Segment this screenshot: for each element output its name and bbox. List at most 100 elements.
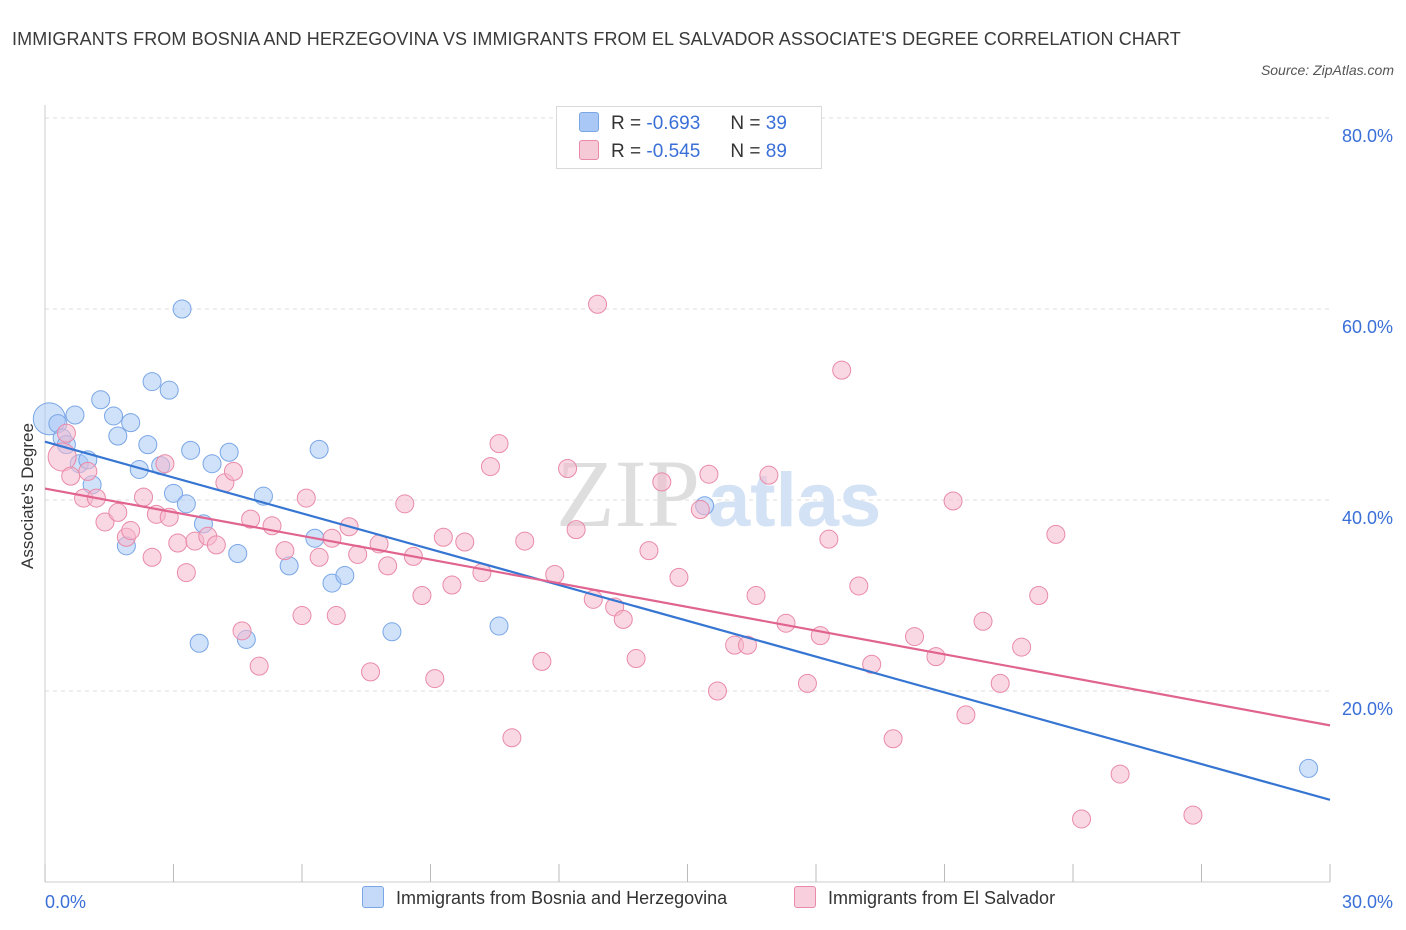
point-elsalvador (232, 621, 252, 641)
y-tick-label: 20.0% (1342, 699, 1393, 719)
legend-label-bosnia: Immigrants from Bosnia and Herzegovina (396, 888, 728, 908)
legend-label-elsalvador: Immigrants from El Salvador (828, 888, 1056, 908)
point-elsalvador (626, 649, 646, 669)
point-bosnia (108, 426, 128, 446)
point-bosnia (172, 299, 192, 319)
point-elsalvador (1110, 764, 1130, 784)
point-elsalvador (566, 520, 586, 540)
point-elsalvador (142, 547, 162, 567)
point-elsalvador (905, 627, 925, 647)
point-elsalvador (168, 533, 188, 553)
point-elsalvador (669, 567, 689, 587)
point-bosnia (159, 380, 179, 400)
point-bosnia (91, 390, 111, 410)
point-elsalvador (134, 487, 154, 507)
trend-layer (44, 440, 1331, 801)
point-elsalvador (943, 491, 963, 511)
point-elsalvador (883, 729, 903, 749)
point-bosnia (382, 622, 402, 642)
point-bosnia (142, 372, 162, 392)
point-bosnia (335, 565, 355, 585)
series-legend-bosnia: Immigrants from Bosnia and Herzegovina (362, 886, 728, 910)
point-elsalvador (707, 681, 727, 701)
bosnia-n-value: 39 (765, 113, 787, 134)
point-elsalvador (296, 488, 316, 508)
point-elsalvador (108, 502, 128, 522)
point-elsalvador (241, 509, 261, 529)
point-bosnia (176, 494, 196, 514)
point-elsalvador (1046, 524, 1066, 544)
point-elsalvador (206, 535, 226, 555)
point-elsalvador (56, 423, 76, 443)
watermark-atlas: atlas (708, 458, 881, 543)
y-tick-label: 40.0% (1342, 508, 1393, 528)
point-elsalvador (737, 635, 757, 655)
point-elsalvador (956, 705, 976, 725)
y-axis-label: Associate's Degree (18, 423, 37, 569)
point-elsalvador (95, 512, 115, 532)
bosnia-r-value: -0.693 (646, 113, 701, 134)
point-bosnia (65, 405, 85, 425)
point-elsalvador (973, 611, 993, 631)
point-elsalvador (990, 673, 1010, 693)
point-bosnia (228, 543, 248, 563)
elsalvador-n-value: 89 (765, 141, 787, 162)
chart-title: IMMIGRANTS FROM BOSNIA AND HERZEGOVINA V… (12, 29, 1181, 49)
stats-legend-row-bosnia: R = -0.693 N = 39 (579, 110, 787, 138)
bosnia-n-label: N = (730, 113, 761, 134)
point-elsalvador (433, 527, 453, 547)
point-elsalvador (849, 576, 869, 596)
point-elsalvador (699, 464, 719, 484)
legend-swatch-bosnia (362, 886, 384, 909)
point-bosnia (202, 454, 222, 474)
point-elsalvador (223, 461, 243, 481)
x-tick-label: 30.0% (1342, 892, 1393, 912)
point-elsalvador (275, 541, 295, 561)
point-elsalvador (61, 466, 81, 486)
point-elsalvador (489, 434, 509, 454)
point-elsalvador (558, 458, 578, 478)
point-elsalvador (797, 673, 817, 693)
stats-legend-row-elsalvador: R = -0.545 N = 89 (579, 138, 787, 166)
source-label: Source: ZipAtlas.com (1260, 62, 1394, 78)
point-elsalvador (613, 609, 633, 629)
legend-swatch-elsalvador (794, 886, 816, 909)
point-bosnia (1299, 758, 1319, 778)
point-elsalvador (819, 529, 839, 549)
trendline-elsalvador (44, 487, 1331, 727)
point-bosnia (309, 439, 329, 459)
point-bosnia (489, 616, 509, 636)
point-elsalvador (292, 606, 312, 626)
x-tick-label: 0.0% (45, 892, 86, 912)
point-bosnia (121, 413, 141, 433)
trendline-bosnia (44, 440, 1331, 801)
point-bosnia (189, 633, 209, 653)
elsalvador-n-label: N = (730, 141, 761, 162)
point-elsalvador (455, 532, 475, 552)
elsalvador-r-value: -0.545 (646, 141, 701, 162)
point-elsalvador (155, 454, 175, 474)
point-elsalvador (378, 556, 398, 576)
elsalvador-r-label: R = (611, 141, 642, 162)
point-bosnia (219, 442, 239, 462)
point-elsalvador (442, 575, 462, 595)
point-elsalvador (1012, 637, 1032, 657)
point-elsalvador (412, 586, 432, 605)
bosnia-swatch (579, 111, 599, 132)
point-elsalvador (502, 728, 522, 748)
point-elsalvador (746, 586, 766, 605)
point-elsalvador (480, 457, 500, 477)
grid-layer (45, 117, 1330, 692)
point-elsalvador (361, 662, 381, 682)
point-elsalvador (690, 500, 710, 520)
y-tick-label: 80.0% (1342, 126, 1393, 146)
point-elsalvador (309, 547, 329, 567)
point-elsalvador (515, 531, 535, 551)
elsalvador-swatch (579, 139, 599, 160)
stats-legend: R = -0.693 N = 39 R = -0.545 N = 89 (556, 106, 822, 169)
point-elsalvador (249, 656, 269, 676)
point-elsalvador (639, 541, 659, 561)
point-elsalvador (832, 360, 852, 380)
point-bosnia (181, 440, 201, 460)
